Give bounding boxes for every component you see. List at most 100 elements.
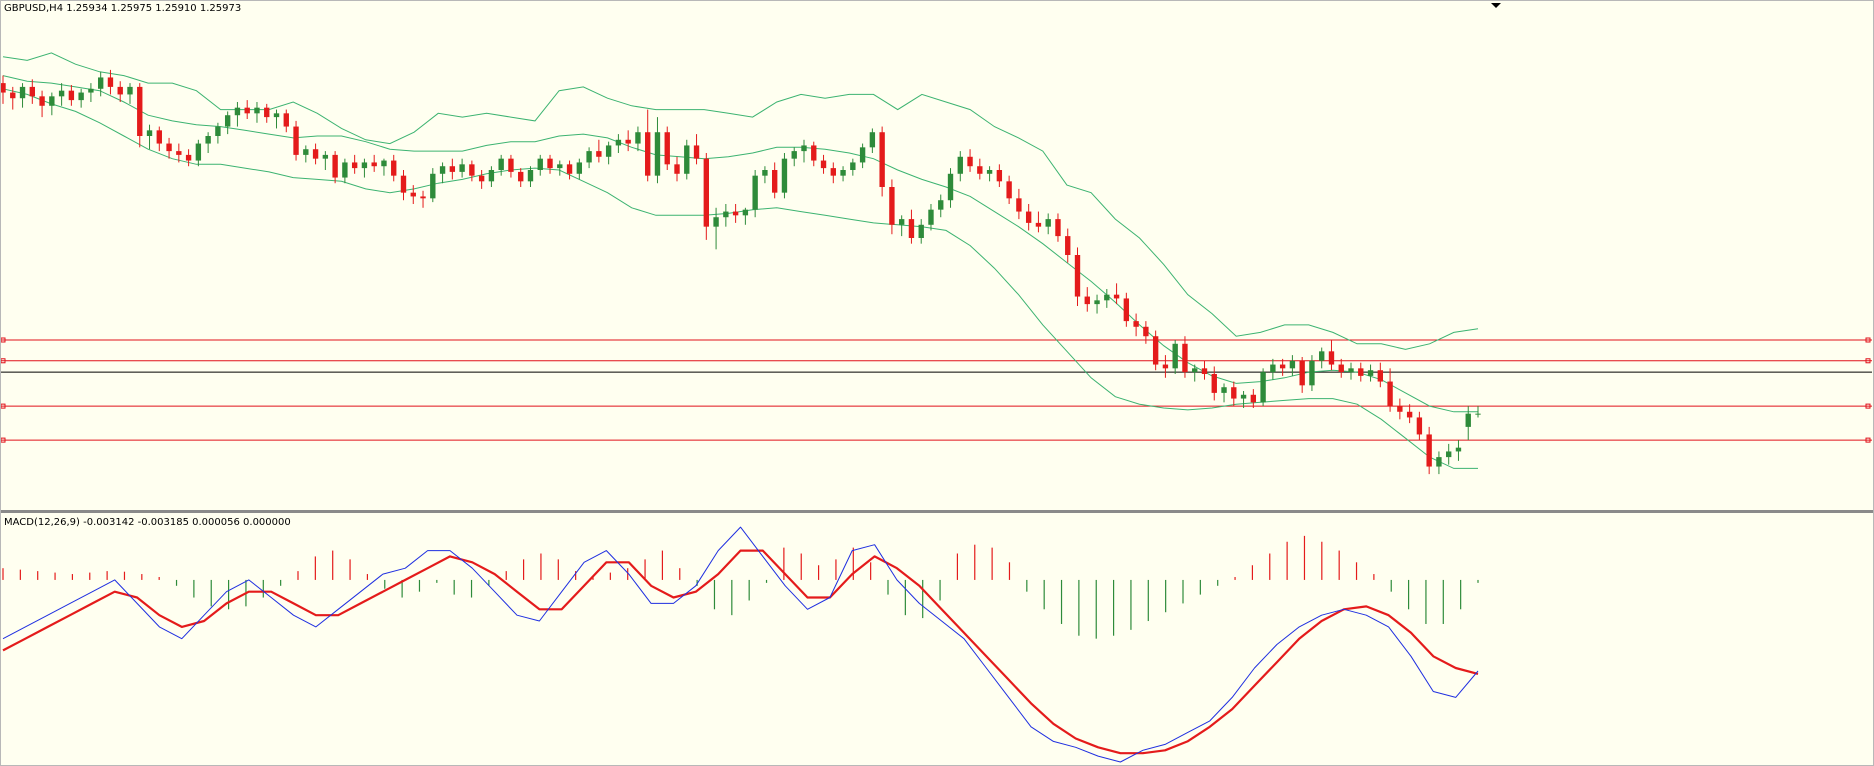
candle-bear bbox=[518, 171, 524, 182]
candle-bull bbox=[488, 170, 495, 182]
hline-handle-left bbox=[0, 403, 6, 409]
candle-bull bbox=[898, 219, 905, 225]
candle-bear bbox=[10, 92, 16, 99]
candle-bear bbox=[1084, 296, 1090, 305]
candle-bear bbox=[371, 162, 377, 167]
candle-bull bbox=[1446, 451, 1452, 458]
candle-bear bbox=[1201, 368, 1208, 374]
candle-bear bbox=[410, 192, 416, 197]
candle-bear bbox=[478, 175, 485, 182]
candle-bull bbox=[58, 90, 65, 97]
candle-bear bbox=[68, 90, 75, 101]
candle-bear bbox=[244, 107, 250, 114]
candle-bull bbox=[1104, 294, 1110, 301]
candle-bear bbox=[185, 154, 192, 161]
candle-bull bbox=[1240, 394, 1247, 399]
candle-bull bbox=[439, 166, 446, 174]
candle-bull bbox=[234, 107, 241, 116]
candle-bear bbox=[1211, 374, 1217, 393]
candle-bull bbox=[762, 170, 768, 176]
candle-bull bbox=[273, 113, 280, 118]
candle-bear bbox=[566, 164, 573, 174]
candle-bull bbox=[1455, 447, 1462, 452]
candle-bear bbox=[391, 160, 397, 176]
candle-bull bbox=[586, 151, 592, 163]
candle-bear bbox=[1231, 387, 1237, 399]
candle-bear bbox=[264, 107, 270, 118]
hline-handle-right bbox=[1865, 437, 1871, 443]
candle-bear bbox=[166, 143, 172, 152]
candle-bull bbox=[1045, 219, 1051, 227]
band-upper bbox=[2, 52, 1479, 350]
candle-bull bbox=[322, 154, 329, 159]
candle-bull bbox=[224, 115, 231, 127]
candle-bear bbox=[1406, 411, 1413, 418]
candle-bear bbox=[1377, 370, 1384, 382]
candle-bear bbox=[1299, 360, 1305, 386]
candle-bull bbox=[752, 175, 758, 210]
candle-bull bbox=[1465, 413, 1471, 427]
candle-bear bbox=[332, 154, 338, 178]
candle-bull bbox=[1192, 368, 1198, 373]
candle-bear bbox=[1279, 364, 1286, 369]
macd-signal-line bbox=[2, 549, 1479, 755]
candle-bear bbox=[283, 113, 289, 127]
band-lower bbox=[2, 88, 1478, 469]
candle-bull bbox=[840, 170, 846, 176]
candle-bull bbox=[742, 209, 749, 216]
candle-bear bbox=[1016, 198, 1022, 212]
candle-bear bbox=[1358, 368, 1364, 376]
candle-bull bbox=[918, 224, 924, 238]
shift-marker bbox=[1491, 3, 1501, 8]
candle-bear bbox=[1143, 326, 1149, 337]
candle-bull bbox=[615, 139, 622, 146]
candle-bull bbox=[713, 217, 719, 227]
hline-handle-right bbox=[1865, 337, 1871, 343]
candle-bull bbox=[684, 145, 690, 174]
candle-bear bbox=[596, 151, 602, 157]
candle-bear bbox=[449, 166, 456, 172]
candle-bull bbox=[303, 149, 309, 155]
price-pane bbox=[0, 3, 1872, 475]
candle-bear bbox=[39, 96, 45, 106]
candle-bear bbox=[293, 126, 299, 155]
pane-separator[interactable] bbox=[0, 510, 1874, 513]
candle-bear bbox=[664, 132, 670, 165]
candle-bear bbox=[547, 158, 553, 169]
candle-bear bbox=[156, 130, 162, 144]
candle-bear bbox=[351, 162, 358, 169]
candle-bull bbox=[957, 156, 963, 174]
candle-bear bbox=[820, 160, 827, 169]
candle-bull bbox=[850, 162, 856, 170]
candle-bull bbox=[986, 170, 993, 174]
candle-bear bbox=[1182, 343, 1188, 373]
candle-bull bbox=[1270, 364, 1276, 373]
candle-bull bbox=[78, 92, 84, 101]
candle-bear bbox=[693, 145, 700, 159]
candle-bull bbox=[1172, 343, 1178, 369]
candle-bear bbox=[625, 139, 631, 144]
candle-bear bbox=[400, 175, 407, 193]
candle-bull bbox=[205, 136, 211, 144]
candle-bull bbox=[654, 132, 661, 176]
candle-bear bbox=[29, 86, 35, 97]
candle-bull bbox=[88, 88, 94, 93]
candle-bear bbox=[1416, 417, 1423, 435]
macd-header: MACD(12,26,9) -0.003142 -0.003185 0.0000… bbox=[4, 517, 291, 528]
candle-bull bbox=[381, 160, 387, 167]
candle-bear bbox=[1123, 298, 1130, 322]
candle-bull bbox=[938, 200, 944, 210]
macd-pane bbox=[2, 526, 1479, 763]
candle-bull bbox=[781, 158, 788, 193]
candle-bear bbox=[645, 132, 651, 176]
candle-bear bbox=[1162, 364, 1169, 369]
candle-bear bbox=[1133, 321, 1139, 327]
candle-bull bbox=[605, 145, 612, 157]
hline-handle-right bbox=[1865, 403, 1871, 409]
candle-bear bbox=[908, 219, 915, 238]
candle-bear bbox=[811, 145, 817, 161]
candle-bull bbox=[254, 107, 260, 114]
candle-bull bbox=[1260, 372, 1266, 403]
